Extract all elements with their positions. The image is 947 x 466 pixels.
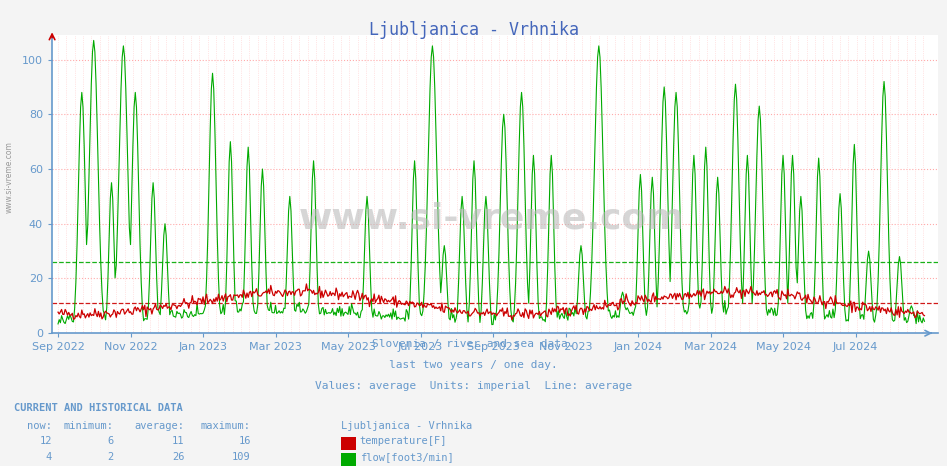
Text: minimum:: minimum: [63,421,114,431]
Text: Values: average  Units: imperial  Line: average: Values: average Units: imperial Line: av… [314,381,633,391]
Text: 6: 6 [107,436,114,446]
Text: 4: 4 [45,452,52,462]
Text: now:: now: [27,421,52,431]
Text: 26: 26 [172,452,185,462]
Text: CURRENT AND HISTORICAL DATA: CURRENT AND HISTORICAL DATA [14,403,183,413]
Text: 109: 109 [232,452,251,462]
Text: 12: 12 [40,436,52,446]
Text: last two years / one day.: last two years / one day. [389,360,558,370]
Text: flow[foot3/min]: flow[foot3/min] [360,452,454,462]
Text: 11: 11 [172,436,185,446]
Text: temperature[F]: temperature[F] [360,436,447,446]
Text: 2: 2 [107,452,114,462]
Text: Slovenia / river and sea data.: Slovenia / river and sea data. [372,339,575,349]
Text: www.si-vreme.com: www.si-vreme.com [5,141,14,213]
Text: Ljubljanica - Vrhnika: Ljubljanica - Vrhnika [368,21,579,39]
Text: Ljubljanica - Vrhnika: Ljubljanica - Vrhnika [341,421,473,431]
Text: average:: average: [134,421,185,431]
Text: 16: 16 [239,436,251,446]
Text: maximum:: maximum: [201,421,251,431]
Text: www.si-vreme.com: www.si-vreme.com [299,201,685,235]
